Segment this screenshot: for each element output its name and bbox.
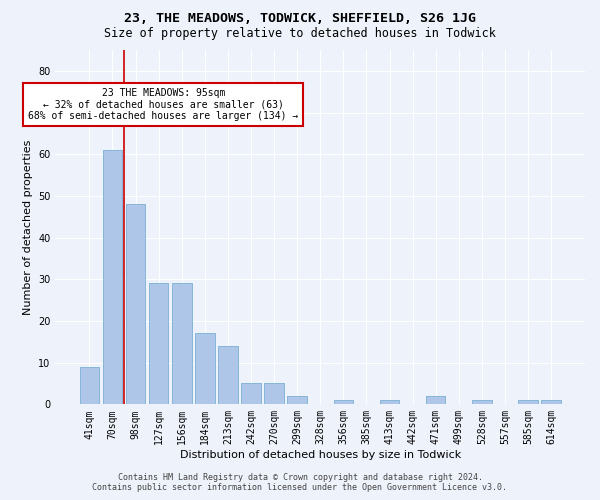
Bar [149, 284, 169, 405]
Bar [264, 384, 284, 404]
Text: 23, THE MEADOWS, TODWICK, SHEFFIELD, S26 1JG: 23, THE MEADOWS, TODWICK, SHEFFIELD, S26… [124, 12, 476, 26]
Bar [287, 396, 307, 404]
Bar [380, 400, 400, 404]
Text: Contains HM Land Registry data © Crown copyright and database right 2024.
Contai: Contains HM Land Registry data © Crown c… [92, 473, 508, 492]
X-axis label: Distribution of detached houses by size in Todwick: Distribution of detached houses by size … [179, 450, 461, 460]
Bar [80, 367, 99, 405]
Bar [472, 400, 491, 404]
Bar [241, 384, 261, 404]
Bar [426, 396, 445, 404]
Bar [195, 334, 215, 404]
Text: 23 THE MEADOWS: 95sqm
← 32% of detached houses are smaller (63)
68% of semi-deta: 23 THE MEADOWS: 95sqm ← 32% of detached … [28, 88, 298, 120]
Bar [518, 400, 538, 404]
Bar [218, 346, 238, 405]
Bar [172, 284, 191, 405]
Text: Size of property relative to detached houses in Todwick: Size of property relative to detached ho… [104, 28, 496, 40]
Bar [541, 400, 561, 404]
Y-axis label: Number of detached properties: Number of detached properties [23, 140, 33, 315]
Bar [103, 150, 122, 405]
Bar [334, 400, 353, 404]
Bar [126, 204, 145, 404]
